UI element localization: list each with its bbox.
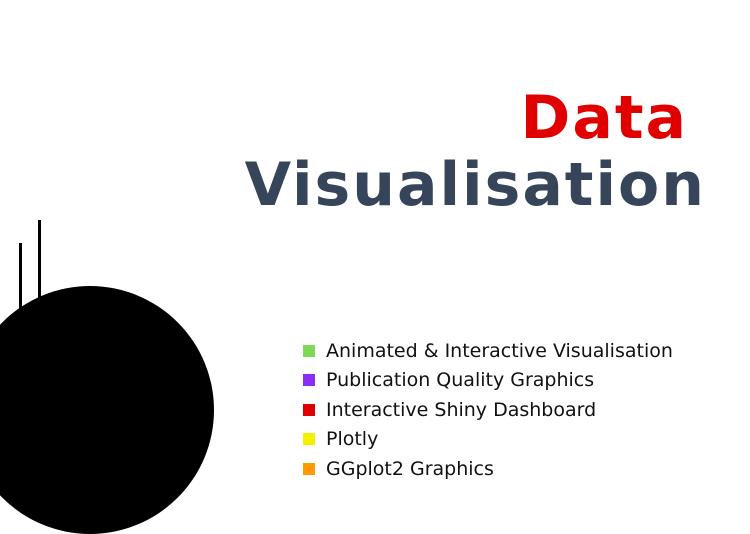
purple-square-icon (303, 374, 315, 387)
decorative-circle (0, 286, 214, 534)
feature-item: Interactive Shiny Dashboard (303, 395, 673, 425)
orange-square-icon (303, 462, 315, 475)
feature-label: Publication Quality Graphics (326, 369, 595, 392)
decorative-line (38, 220, 41, 395)
red-square-icon (303, 403, 315, 416)
feature-label: Plotly (326, 428, 379, 451)
feature-item: Animated & Interactive Visualisation (303, 336, 673, 366)
decorative-line (19, 243, 22, 418)
feature-label: GGplot2 Graphics (326, 457, 494, 480)
feature-item: Publication Quality Graphics (303, 366, 673, 396)
feature-item: GGplot2 Graphics (303, 454, 673, 484)
feature-list: Animated & Interactive Visualisation Pub… (303, 336, 673, 484)
title-word-data: Data (520, 83, 688, 153)
green-square-icon (303, 344, 315, 357)
title-word-visualisation: Visualisation (244, 150, 706, 220)
yellow-square-icon (303, 433, 315, 446)
feature-label: Interactive Shiny Dashboard (326, 398, 597, 421)
feature-item: Plotly (303, 425, 673, 455)
feature-label: Animated & Interactive Visualisation (326, 339, 673, 362)
